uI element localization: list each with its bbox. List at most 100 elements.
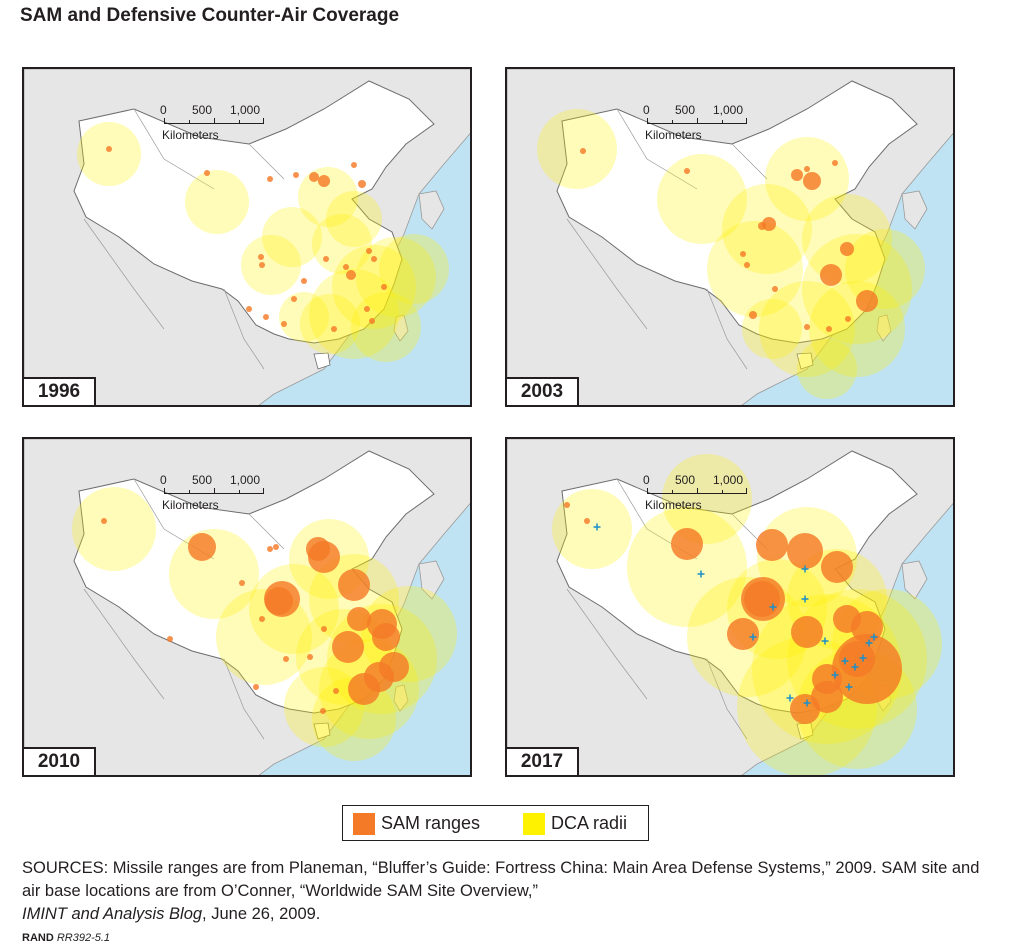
dca-radius (77, 122, 141, 186)
country-borders (83, 108, 285, 370)
sam-range (273, 544, 279, 550)
air-base-marker (851, 663, 859, 671)
sam-range (263, 314, 269, 320)
sam-range (346, 270, 356, 280)
sam-range (267, 176, 273, 182)
air-base-marker (803, 699, 811, 707)
dca-radius (185, 170, 249, 234)
year-label: 2010 (24, 747, 96, 775)
sam-range (791, 169, 803, 181)
sam-range (832, 160, 838, 166)
scale-label-1000: 1,000 (713, 473, 744, 487)
air-base-marker (697, 570, 705, 578)
dca-radius (298, 167, 358, 227)
scale-label-1000: 1,000 (230, 473, 261, 487)
dca-radius (809, 281, 905, 377)
sam-range (204, 170, 210, 176)
map-panel-2017: 0 500 1,000 Kilometers 2017 (505, 437, 955, 777)
scale-label-0: 0 (160, 473, 167, 487)
sam-range (845, 316, 851, 322)
sam-range (741, 577, 785, 621)
legend-label-sam: SAM ranges (381, 813, 481, 833)
sam-range (790, 694, 820, 724)
dca-radius (279, 292, 329, 342)
sam-range (258, 254, 264, 260)
credit-id: RR392-5.1 (56, 932, 111, 944)
map-2003 (507, 69, 953, 405)
korea-land (418, 190, 445, 230)
legend-label-dca: DCA radii (551, 813, 628, 833)
sources-italic: IMINT and Analysis Blog (22, 905, 203, 923)
dca-radius (627, 507, 747, 627)
sam-range (321, 626, 327, 632)
sam-range (756, 529, 788, 561)
dca-radius (241, 235, 301, 295)
sam-range (580, 148, 586, 154)
dca-radius (742, 299, 802, 359)
dca-radius (845, 229, 925, 309)
map-panel-1996: 0 500 1,000 Kilometers 1996 (22, 67, 472, 407)
year-label: 1996 (24, 377, 96, 405)
map-1996 (24, 69, 470, 405)
air-base-marker (821, 637, 829, 645)
sources-text: SOURCES: Missile ranges are from Planema… (22, 859, 980, 900)
sam-range (309, 172, 319, 182)
korea-land (901, 560, 928, 600)
sam-range (264, 581, 300, 617)
hainan-land (313, 722, 331, 740)
sam-range (307, 654, 313, 660)
sources-suffix: , June 26, 2009. (202, 905, 321, 923)
sam-range (372, 623, 400, 651)
sam-range (371, 256, 377, 262)
air-base-marker (749, 633, 757, 641)
dca-radius (300, 294, 360, 354)
sam-range (381, 284, 387, 290)
dca-radius (802, 194, 892, 284)
dca-radius (662, 454, 752, 544)
scale-label-500: 500 (675, 473, 696, 487)
sam-range (820, 264, 842, 286)
sam-range (744, 262, 750, 268)
sam-range (364, 306, 370, 312)
air-base-marker (593, 523, 601, 531)
air-base-marker (865, 639, 873, 647)
air-base-marker (786, 694, 794, 702)
scale-bar: 0 500 1,000 Kilometers (160, 473, 272, 513)
scale-unit: Kilometers (162, 128, 219, 142)
sources-note: SOURCES: Missile ranges are from Planema… (22, 857, 982, 926)
dca-radius (72, 487, 156, 571)
sam-range (333, 688, 339, 694)
map-panel-2010: 0 500 1,000 Kilometers 2010 (22, 437, 472, 777)
dca-radius (802, 234, 912, 344)
scale-label-500: 500 (675, 103, 696, 117)
sam-range (804, 166, 810, 172)
sam-range (188, 533, 216, 561)
country-borders (566, 478, 768, 740)
sam-range (101, 518, 107, 524)
hainan-land (313, 352, 331, 370)
scale-bar: 0 500 1,000 Kilometers (643, 473, 755, 513)
dca-radius (657, 154, 747, 244)
china-land (73, 80, 435, 344)
figure-credit: RAND RR392-5.1 (22, 932, 110, 944)
sam-range (167, 636, 173, 642)
scale-unit: Kilometers (162, 498, 219, 512)
korea-land (418, 560, 445, 600)
sam-range (281, 321, 287, 327)
dca-radius (537, 109, 617, 189)
sam-range (826, 326, 832, 332)
country-borders (83, 478, 285, 740)
taiwan-land (876, 314, 892, 342)
dca-radius (262, 207, 322, 267)
sam-range (584, 518, 590, 524)
sam-range (821, 551, 853, 583)
sam-range (239, 580, 245, 586)
sam-range (246, 306, 252, 312)
sam-range (106, 146, 112, 152)
scale-label-500: 500 (192, 103, 213, 117)
sam-range (308, 541, 340, 573)
scale-label-0: 0 (160, 103, 167, 117)
scale-label-1000: 1,000 (230, 103, 261, 117)
sam-range (343, 264, 349, 270)
air-base-marker (845, 683, 853, 691)
